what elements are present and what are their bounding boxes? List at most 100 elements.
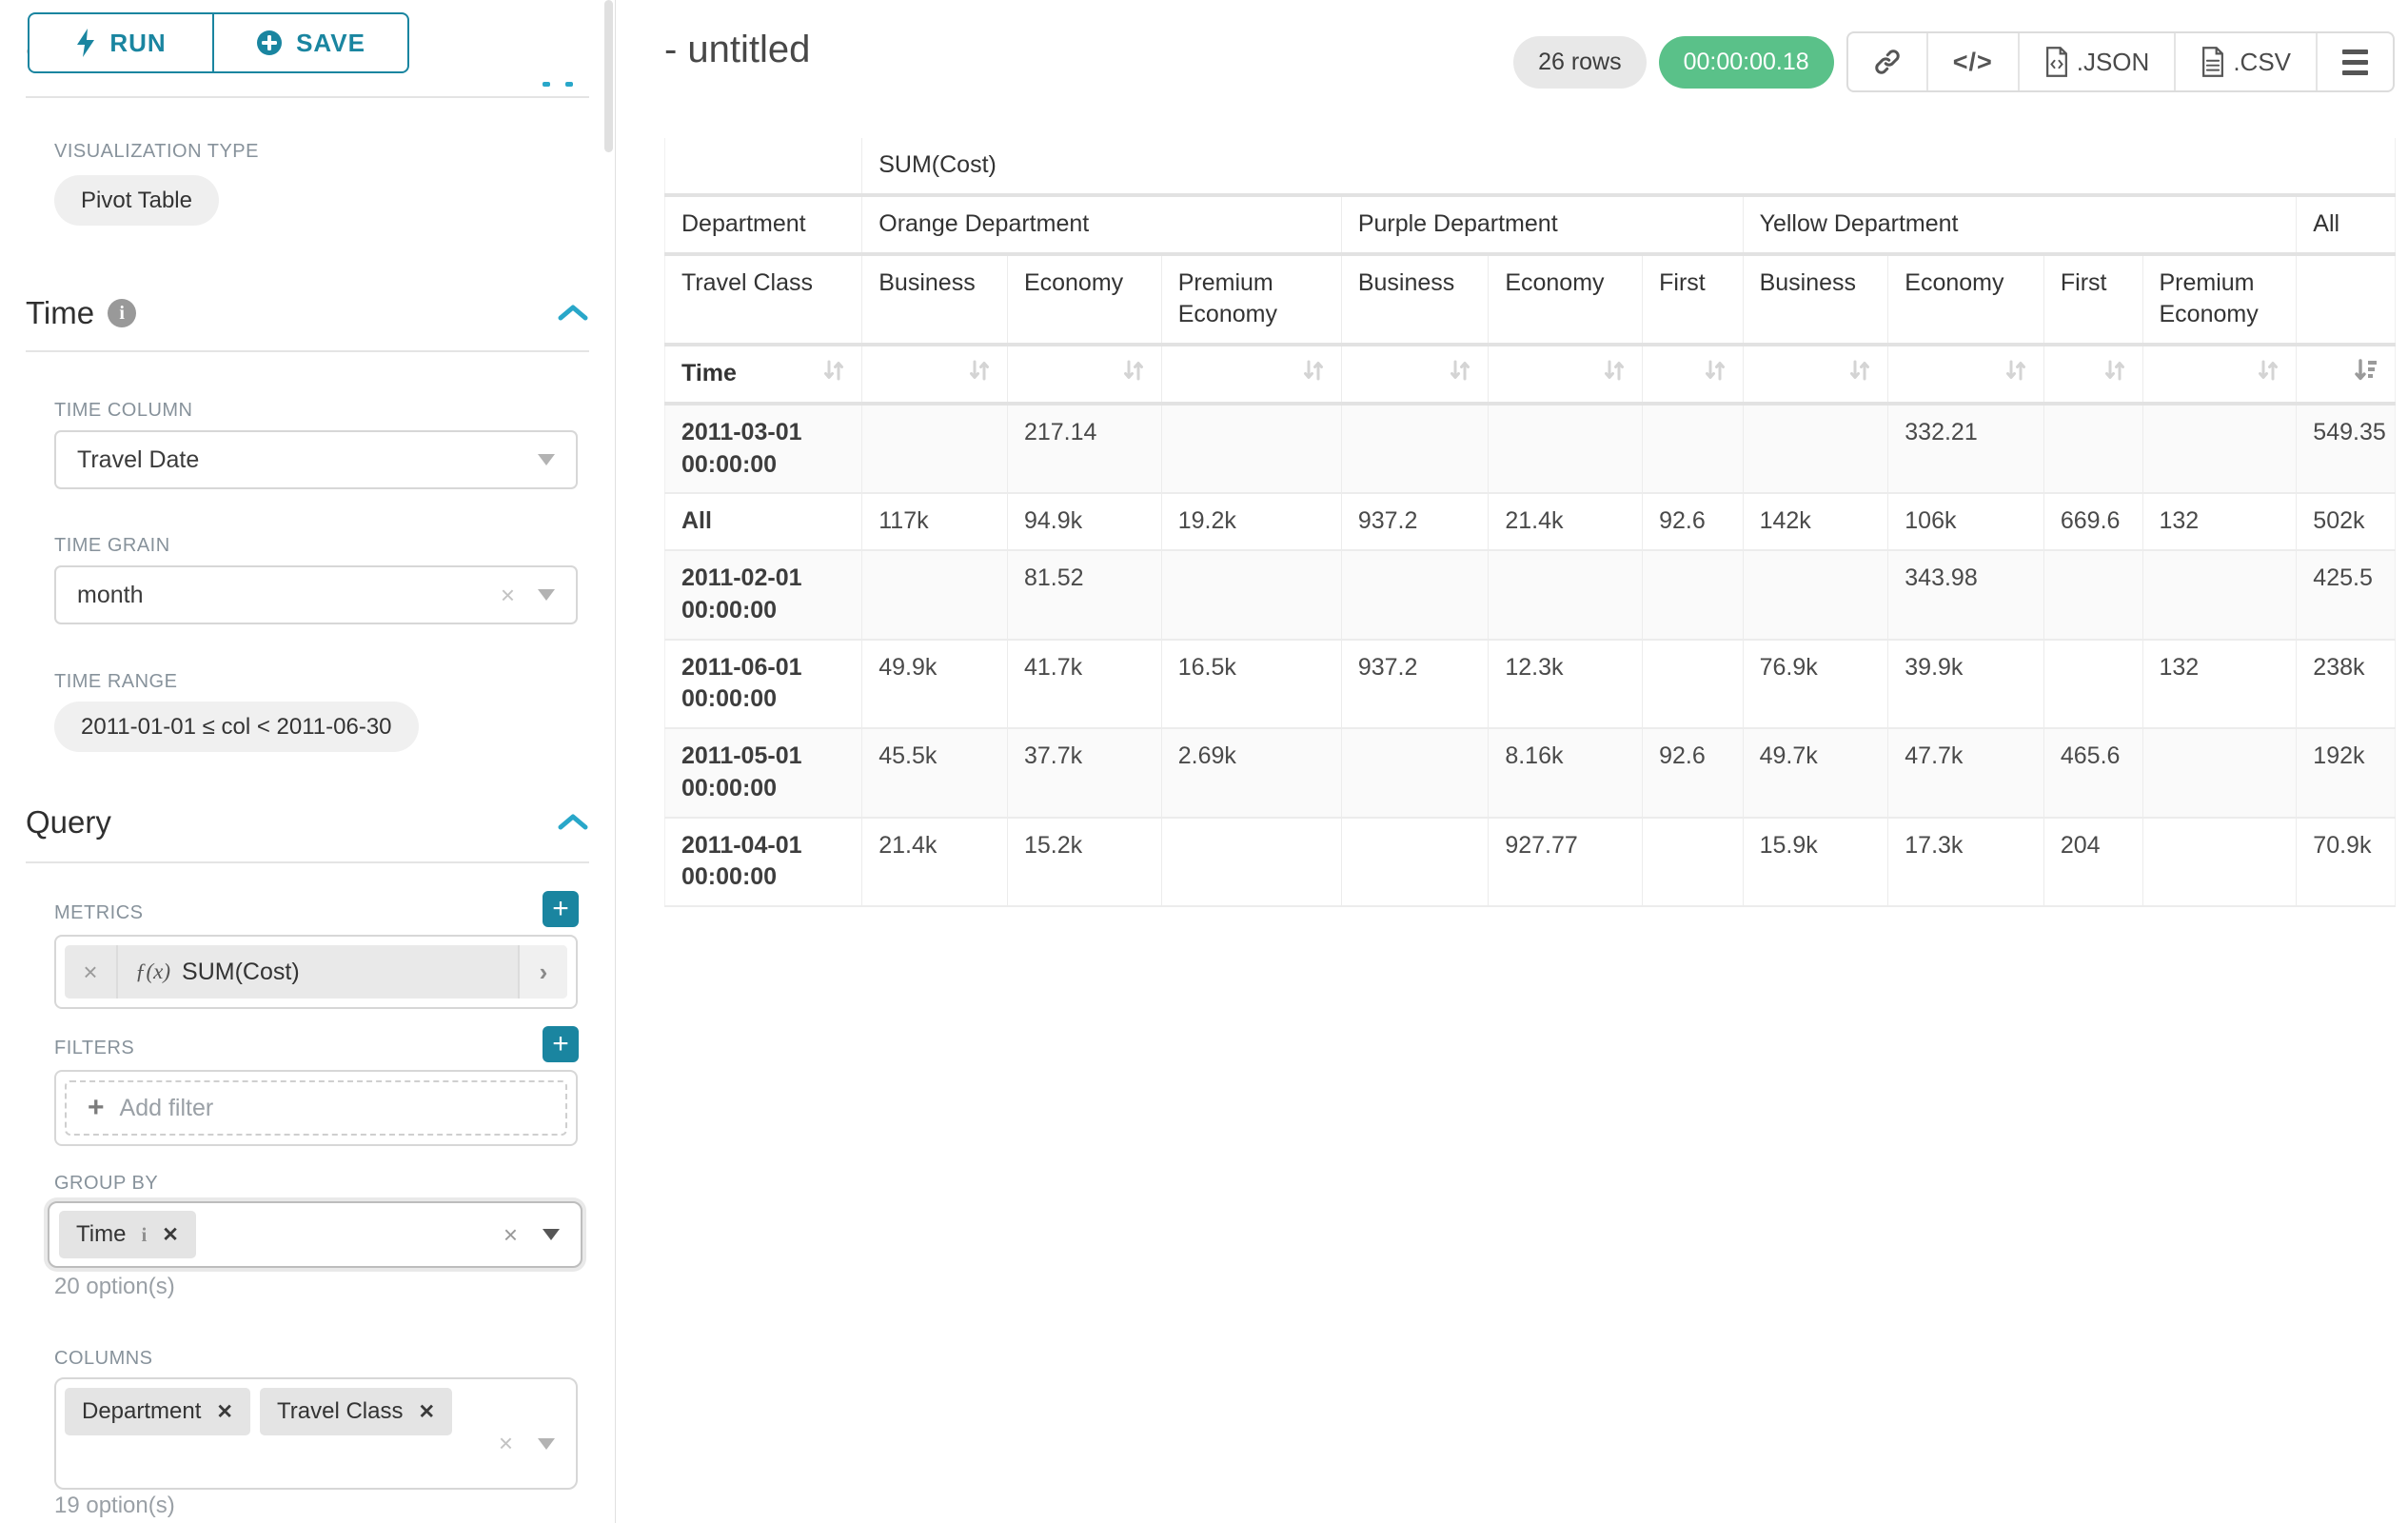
column-leaf-header	[2297, 254, 2396, 346]
column-leaf-row: Travel ClassBusinessEconomyPremium Econo…	[665, 254, 2396, 346]
value-cell	[1643, 550, 1743, 640]
table-row: 2011-06-01 00:00:0049.9k41.7k16.5k937.21…	[665, 640, 2396, 729]
column-sort-cell[interactable]	[862, 345, 1008, 404]
value-cell: 132	[2142, 493, 2297, 550]
row-label-cell: 2011-05-01 00:00:00	[665, 728, 862, 818]
column-sort-cell[interactable]	[1489, 345, 1643, 404]
panel-scrollbar[interactable]	[604, 0, 613, 152]
query-section-header: Query	[26, 804, 589, 841]
value-cell	[2142, 550, 2297, 640]
value-cell	[862, 550, 1008, 640]
remove-tag-icon[interactable]: ✕	[216, 1400, 233, 1424]
value-cell	[1341, 404, 1489, 494]
column-group-header: All	[2297, 195, 2396, 254]
clipped-icons	[543, 82, 573, 87]
value-cell: 117k	[862, 493, 1008, 550]
columns-select[interactable]: Department ✕ Travel Class ✕ ×	[54, 1377, 578, 1490]
visualization-type-pill[interactable]: Pivot Table	[54, 175, 219, 226]
value-cell	[1743, 550, 1888, 640]
value-cell: 8.16k	[1489, 728, 1643, 818]
column-leaf-header: Premium Economy	[1161, 254, 1341, 346]
rows-axis-sort-cell[interactable]: Time	[665, 345, 862, 404]
clear-icon[interactable]: ×	[499, 1429, 513, 1458]
table-row: 2011-03-01 00:00:00217.14332.21549.35	[665, 404, 2396, 494]
value-cell: 15.2k	[1007, 818, 1161, 907]
metric-pill[interactable]: × ƒ(x) SUM(Cost) ›	[65, 945, 567, 999]
value-cell: 12.3k	[1489, 640, 1643, 729]
column-sort-cell[interactable]	[2142, 345, 2297, 404]
clear-icon[interactable]: ×	[503, 1220, 518, 1250]
corner-cell	[665, 138, 862, 195]
column-sort-cell[interactable]	[1643, 345, 1743, 404]
export-button-group: </> .JSON .CSV	[1846, 31, 2395, 92]
add-filter-plus-button[interactable]: +	[543, 1026, 579, 1062]
value-cell: 132	[2142, 640, 2297, 729]
value-cell: 21.4k	[862, 818, 1008, 907]
table-row: 2011-04-01 00:00:0021.4k15.2k927.7715.9k…	[665, 818, 2396, 907]
column-leaf-header: Economy	[1888, 254, 2044, 346]
chevron-right-icon[interactable]: ›	[518, 945, 567, 999]
group-by-select[interactable]: Time i ✕ ×	[48, 1201, 582, 1268]
chart-title[interactable]: - untitled	[664, 29, 810, 71]
run-button-label: RUN	[109, 29, 166, 58]
value-cell: 70.9k	[2297, 818, 2396, 907]
sort-icon	[822, 358, 845, 383]
column-sort-cell-active[interactable]	[2297, 345, 2396, 404]
row-label-cell: 2011-04-01 00:00:00	[665, 818, 862, 907]
column-sort-cell[interactable]	[1743, 345, 1888, 404]
copy-link-button[interactable]	[1848, 33, 1928, 90]
column-sort-cell[interactable]	[1341, 345, 1489, 404]
value-cell: 16.5k	[1161, 640, 1341, 729]
value-cell	[1643, 640, 1743, 729]
value-cell: 502k	[2297, 493, 2396, 550]
value-cell: 41.7k	[1007, 640, 1161, 729]
clear-icon[interactable]: ×	[501, 581, 515, 610]
value-cell	[1643, 404, 1743, 494]
column-group-header: Yellow Department	[1743, 195, 2297, 254]
time-column-select[interactable]: Travel Date	[54, 430, 578, 489]
embed-code-button[interactable]: </>	[1928, 33, 2020, 90]
sort-row: Time	[665, 345, 2396, 404]
value-cell	[1161, 818, 1341, 907]
time-grain-select[interactable]: month ×	[54, 565, 578, 624]
json-file-icon	[2044, 47, 2069, 77]
sort-icon	[2103, 358, 2126, 383]
tag-label: Time	[76, 1221, 126, 1248]
value-cell	[2043, 404, 2142, 494]
remove-tag-icon[interactable]: ✕	[418, 1400, 435, 1424]
time-grain-value: month	[77, 582, 143, 609]
add-metric-button[interactable]: +	[543, 891, 579, 927]
add-filter-label: Add filter	[120, 1095, 214, 1122]
columns-tag-travel-class: Travel Class ✕	[260, 1388, 452, 1435]
column-leaf-header: First	[2043, 254, 2142, 346]
toolbar: RUN SAVE	[28, 12, 409, 73]
export-csv-button[interactable]: .CSV	[2176, 33, 2318, 90]
remove-tag-icon[interactable]: ✕	[162, 1223, 179, 1247]
chevron-up-icon[interactable]	[557, 304, 589, 323]
value-cell: 669.6	[2043, 493, 2142, 550]
time-grain-label: TIME GRAIN	[54, 535, 170, 557]
time-range-pill[interactable]: 2011-01-01 ≤ col < 2011-06-30	[54, 702, 419, 752]
save-button[interactable]: SAVE	[213, 12, 409, 73]
chevron-up-icon[interactable]	[557, 813, 589, 832]
sort-descending-icon	[2354, 358, 2378, 383]
csv-label: .CSV	[2233, 48, 2291, 77]
column-sort-cell[interactable]	[1007, 345, 1161, 404]
add-filter-button[interactable]: + Add filter	[65, 1080, 567, 1136]
column-sort-cell[interactable]	[1888, 345, 2044, 404]
column-sort-cell[interactable]	[2043, 345, 2142, 404]
column-leaf-header: Economy	[1489, 254, 1643, 346]
sort-icon	[2004, 358, 2027, 383]
plus-circle-icon	[256, 30, 283, 56]
run-button[interactable]: RUN	[28, 12, 213, 73]
sort-icon	[1848, 358, 1871, 383]
remove-metric-icon[interactable]: ×	[65, 945, 118, 999]
column-sort-cell[interactable]	[1161, 345, 1341, 404]
value-cell: 343.98	[1888, 550, 2044, 640]
tag-label: Travel Class	[277, 1398, 403, 1425]
table-row: 2011-05-01 00:00:0045.5k37.7k2.69k8.16k9…	[665, 728, 2396, 818]
export-json-button[interactable]: .JSON	[2020, 33, 2177, 90]
menu-button[interactable]	[2318, 33, 2393, 90]
filters-label: FILTERS	[54, 1038, 134, 1059]
value-cell: 76.9k	[1743, 640, 1888, 729]
